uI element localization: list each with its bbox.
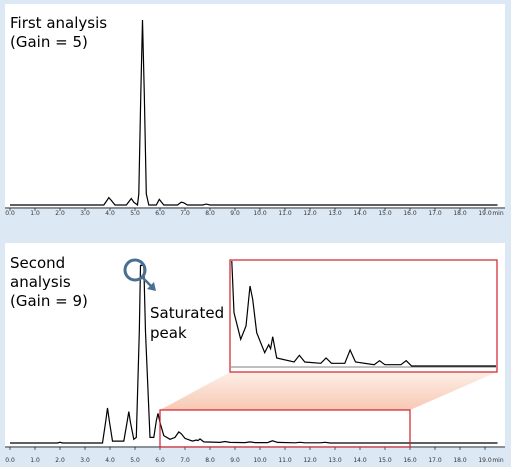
x-tick-label: 3.0 bbox=[80, 457, 90, 464]
x-tick-label: 8.0 bbox=[205, 457, 215, 464]
x-tick-label: 10.0 bbox=[253, 210, 267, 217]
zoom-connector bbox=[160, 372, 497, 410]
x-tick-label: 4.0 bbox=[105, 210, 115, 217]
x-tick-label: 19.0 bbox=[478, 210, 492, 217]
x-tick-label: 2.0 bbox=[55, 210, 65, 217]
x-tick-label: 12.0 bbox=[303, 210, 317, 217]
x-tick-label: 2.0 bbox=[55, 457, 65, 464]
x-tick-label: 17.0 bbox=[428, 457, 442, 464]
x-tick-label: 1.0 bbox=[30, 210, 40, 217]
x-axis-label: min bbox=[492, 457, 504, 464]
x-tick-label: 14.0 bbox=[353, 210, 367, 217]
x-tick-label: 6.0 bbox=[155, 457, 165, 464]
x-tick-label: 16.0 bbox=[403, 457, 417, 464]
inset-plot bbox=[231, 261, 496, 367]
x-tick-label: 15.0 bbox=[378, 210, 392, 217]
x-tick-label: 11.0 bbox=[278, 457, 292, 464]
panel bbox=[5, 4, 505, 207]
panel-label: (Gain = 5) bbox=[10, 33, 88, 51]
x-tick-label: 13.0 bbox=[328, 457, 342, 464]
x-tick-label: 18.0 bbox=[453, 457, 467, 464]
x-tick-label: 4.0 bbox=[105, 457, 115, 464]
panel-label: (Gain = 9) bbox=[10, 292, 88, 310]
x-tick-label: 5.0 bbox=[130, 210, 140, 217]
x-tick-label: 15.0 bbox=[378, 457, 392, 464]
x-axis-label: min bbox=[492, 210, 504, 217]
panel-label: analysis bbox=[10, 273, 71, 291]
inset bbox=[229, 259, 498, 373]
x-tick-label: 13.0 bbox=[328, 210, 342, 217]
x-tick-label: 7.0 bbox=[180, 457, 190, 464]
x-tick-label: 8.0 bbox=[205, 210, 215, 217]
zoom-region bbox=[159, 409, 411, 448]
saturation-marker bbox=[123, 258, 147, 282]
x-tick-label: 7.0 bbox=[180, 210, 190, 217]
x-tick-label: 6.0 bbox=[155, 210, 165, 217]
x-tick-label: 1.0 bbox=[30, 457, 40, 464]
x-tick-label: 0.0 bbox=[5, 210, 15, 217]
arrow-head bbox=[147, 282, 156, 291]
x-tick-label: 12.0 bbox=[303, 457, 317, 464]
inset-chromatogram bbox=[231, 261, 496, 367]
x-tick-label: 9.0 bbox=[230, 210, 240, 217]
x-tick-label: 17.0 bbox=[428, 210, 442, 217]
x-tick-label: 18.0 bbox=[453, 210, 467, 217]
chromatogram bbox=[10, 264, 498, 444]
x-tick-label: 16.0 bbox=[403, 210, 417, 217]
annotation: Saturated bbox=[150, 304, 224, 322]
x-tick-label: 14.0 bbox=[353, 457, 367, 464]
x-tick-label: 3.0 bbox=[80, 210, 90, 217]
x-tick-label: 19.0 bbox=[478, 457, 492, 464]
x-tick-label: 0.0 bbox=[5, 457, 15, 464]
annotation: peak bbox=[150, 324, 187, 342]
x-tick-label: 10.0 bbox=[253, 457, 267, 464]
x-tick-label: 11.0 bbox=[278, 210, 292, 217]
panel-label: First analysis bbox=[10, 14, 107, 32]
chromatogram bbox=[10, 19, 498, 207]
panel-label: Second bbox=[10, 254, 65, 272]
x-tick-label: 9.0 bbox=[230, 457, 240, 464]
x-tick-label: 5.0 bbox=[130, 457, 140, 464]
